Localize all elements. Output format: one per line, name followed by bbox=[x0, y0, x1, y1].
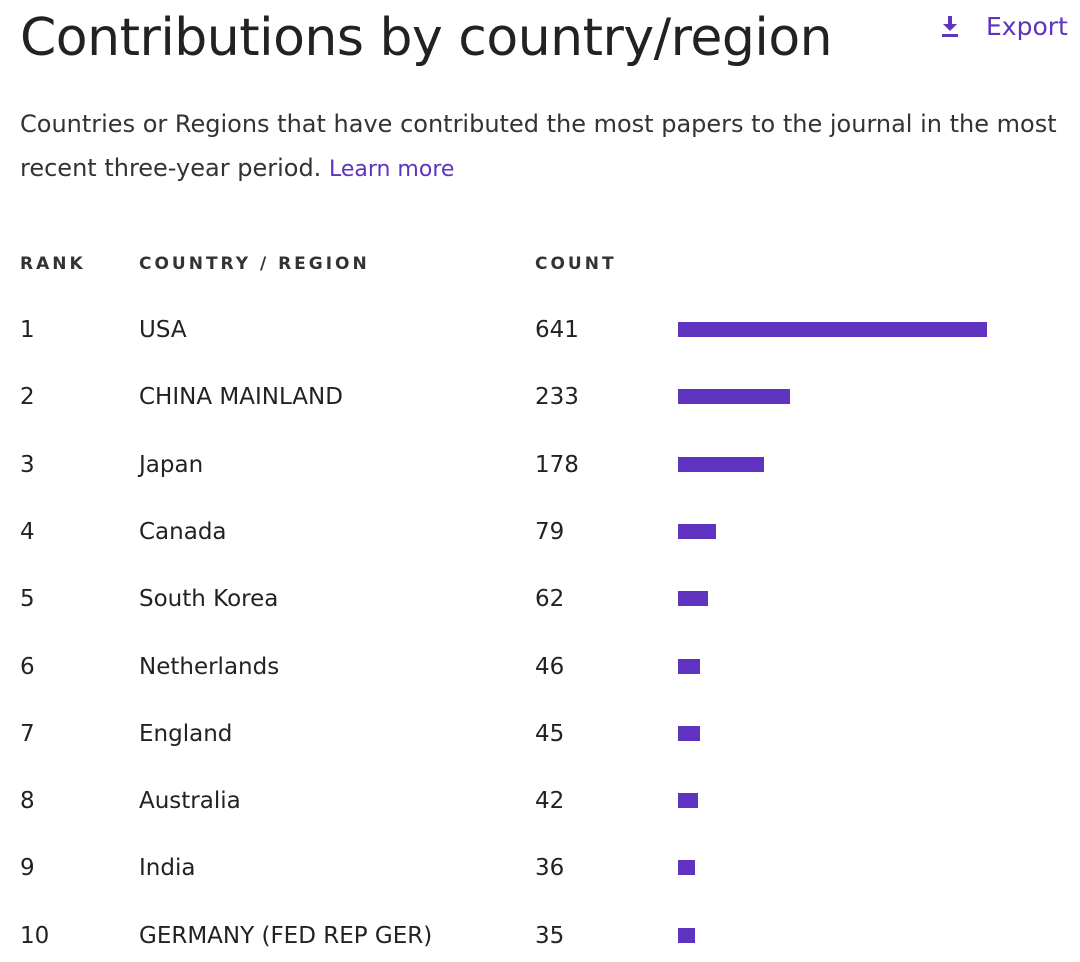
country-cell: Australia bbox=[139, 788, 241, 814]
count-bar bbox=[678, 726, 700, 741]
count-bar bbox=[678, 457, 764, 472]
country-cell: GERMANY (FED REP GER) bbox=[139, 923, 433, 949]
count-cell: 178 bbox=[535, 452, 579, 478]
count-bar bbox=[678, 659, 700, 674]
count-cell: 641 bbox=[535, 317, 579, 343]
rank-cell: 3 bbox=[20, 452, 35, 478]
count-cell: 46 bbox=[535, 654, 565, 680]
export-button[interactable]: Export bbox=[940, 8, 1068, 44]
rank-cell: 5 bbox=[20, 586, 35, 612]
count-cell: 79 bbox=[535, 519, 565, 545]
country-cell: Canada bbox=[139, 519, 227, 545]
page-description: Countries or Regions that have contribut… bbox=[20, 102, 1070, 192]
table-row: 2 CHINA MAINLAND 233 bbox=[0, 377, 1080, 417]
count-cell: 62 bbox=[535, 586, 565, 612]
country-cell: Netherlands bbox=[139, 654, 280, 680]
count-cell: 42 bbox=[535, 788, 565, 814]
count-bar bbox=[678, 928, 695, 943]
column-header-count: COUNT bbox=[535, 254, 617, 274]
rank-cell: 7 bbox=[20, 721, 35, 747]
download-icon bbox=[940, 15, 960, 37]
rank-cell: 1 bbox=[20, 317, 35, 343]
table-row: 3 Japan 178 bbox=[0, 445, 1080, 485]
count-cell: 35 bbox=[535, 923, 565, 949]
table-row: 5 South Korea 62 bbox=[0, 579, 1080, 619]
table-row: 1 USA 641 bbox=[0, 310, 1080, 350]
count-cell: 36 bbox=[535, 855, 565, 881]
count-cell: 233 bbox=[535, 384, 579, 410]
rank-cell: 4 bbox=[20, 519, 35, 545]
table-row: 4 Canada 79 bbox=[0, 512, 1080, 552]
count-bar bbox=[678, 860, 695, 875]
table-row: 8 Australia 42 bbox=[0, 781, 1080, 821]
count-bar bbox=[678, 793, 698, 808]
country-cell: England bbox=[139, 721, 233, 747]
learn-more-link[interactable]: Learn more bbox=[328, 157, 455, 182]
country-cell: CHINA MAINLAND bbox=[139, 384, 343, 410]
count-bar bbox=[678, 322, 987, 337]
rank-cell: 8 bbox=[20, 788, 35, 814]
country-cell: Japan bbox=[139, 452, 204, 478]
table-row: 6 Netherlands 46 bbox=[0, 647, 1080, 687]
table-row: 7 England 45 bbox=[0, 714, 1080, 754]
country-cell: South Korea bbox=[139, 586, 279, 612]
count-bar bbox=[678, 389, 790, 404]
count-cell: 45 bbox=[535, 721, 565, 747]
table-row: 10 GERMANY (FED REP GER) 35 bbox=[0, 916, 1080, 956]
rank-cell: 2 bbox=[20, 384, 35, 410]
page-title: Contributions by country/region bbox=[20, 8, 833, 68]
column-header-country: COUNTRY / REGION bbox=[139, 254, 370, 274]
rank-cell: 6 bbox=[20, 654, 35, 680]
rank-cell: 10 bbox=[20, 923, 50, 949]
rank-cell: 9 bbox=[20, 855, 35, 881]
country-cell: India bbox=[139, 855, 196, 881]
table-row: 9 India 36 bbox=[0, 848, 1080, 888]
count-bar bbox=[678, 591, 708, 606]
country-cell: USA bbox=[139, 317, 187, 343]
export-label: Export bbox=[986, 11, 1068, 41]
column-header-rank: RANK bbox=[20, 254, 86, 274]
count-bar bbox=[678, 524, 716, 539]
description-text: Countries or Regions that have contribut… bbox=[20, 110, 1057, 182]
